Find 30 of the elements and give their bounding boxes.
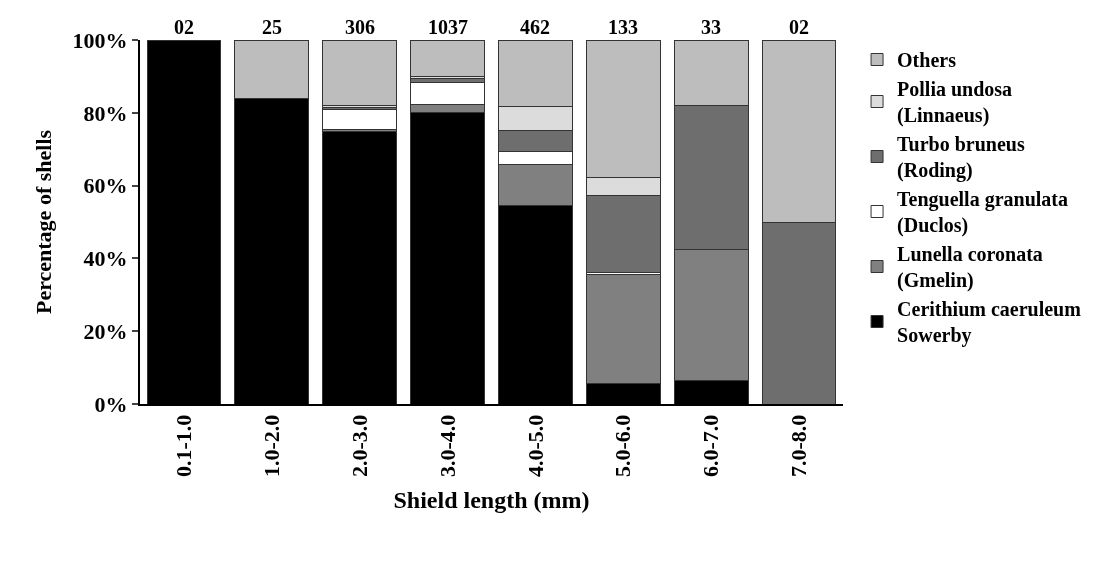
legend-label: Others bbox=[897, 49, 957, 72]
annotation: 02 bbox=[174, 16, 194, 38]
x-tick-label: 0.1-1.0 bbox=[171, 414, 197, 478]
annotation: 1037 bbox=[428, 16, 468, 38]
legend-label: Pollia undosa (Linnaeus) bbox=[897, 78, 1013, 128]
x-tick-label: 1.0-2.0 bbox=[258, 414, 284, 478]
x-axis-title: Shield length (mm) bbox=[393, 486, 590, 513]
x-tick-label: 7.0-8.0 bbox=[786, 414, 812, 478]
legend-label: Tenguella granulata (Duclos) bbox=[897, 188, 1069, 238]
x-tick-label: 4.0-5.0 bbox=[522, 414, 548, 478]
legend-label: Turbo bruneus (Roding) bbox=[897, 133, 1025, 183]
annotation: 33 bbox=[701, 16, 721, 38]
x-tick-label: 2.0-3.0 bbox=[346, 414, 372, 478]
y-tick-label: 60% bbox=[83, 173, 128, 199]
y-tick-label: 20% bbox=[83, 318, 128, 344]
x-tick-label: 3.0-4.0 bbox=[434, 414, 460, 478]
y-axis-title: Percentage of shells bbox=[30, 129, 56, 315]
annotation: 02 bbox=[789, 16, 809, 38]
y-tick-label: 80% bbox=[83, 100, 128, 126]
y-tick-label: 0% bbox=[94, 391, 128, 417]
x-tick-label: 6.0-7.0 bbox=[698, 414, 724, 478]
annotation: 133 bbox=[608, 16, 638, 38]
legend-label: Cerithium caeruleum Sowerby bbox=[897, 298, 1082, 348]
legend-label: Lunella coronata (Gmelin) bbox=[897, 243, 1043, 293]
annotation: 306 bbox=[345, 16, 375, 38]
annotation: 462 bbox=[520, 16, 550, 38]
y-tick-label: 40% bbox=[83, 246, 128, 272]
annotation: 25 bbox=[262, 16, 282, 38]
y-tick-label: 100% bbox=[72, 27, 128, 53]
x-tick-label: 5.0-6.0 bbox=[610, 414, 636, 478]
